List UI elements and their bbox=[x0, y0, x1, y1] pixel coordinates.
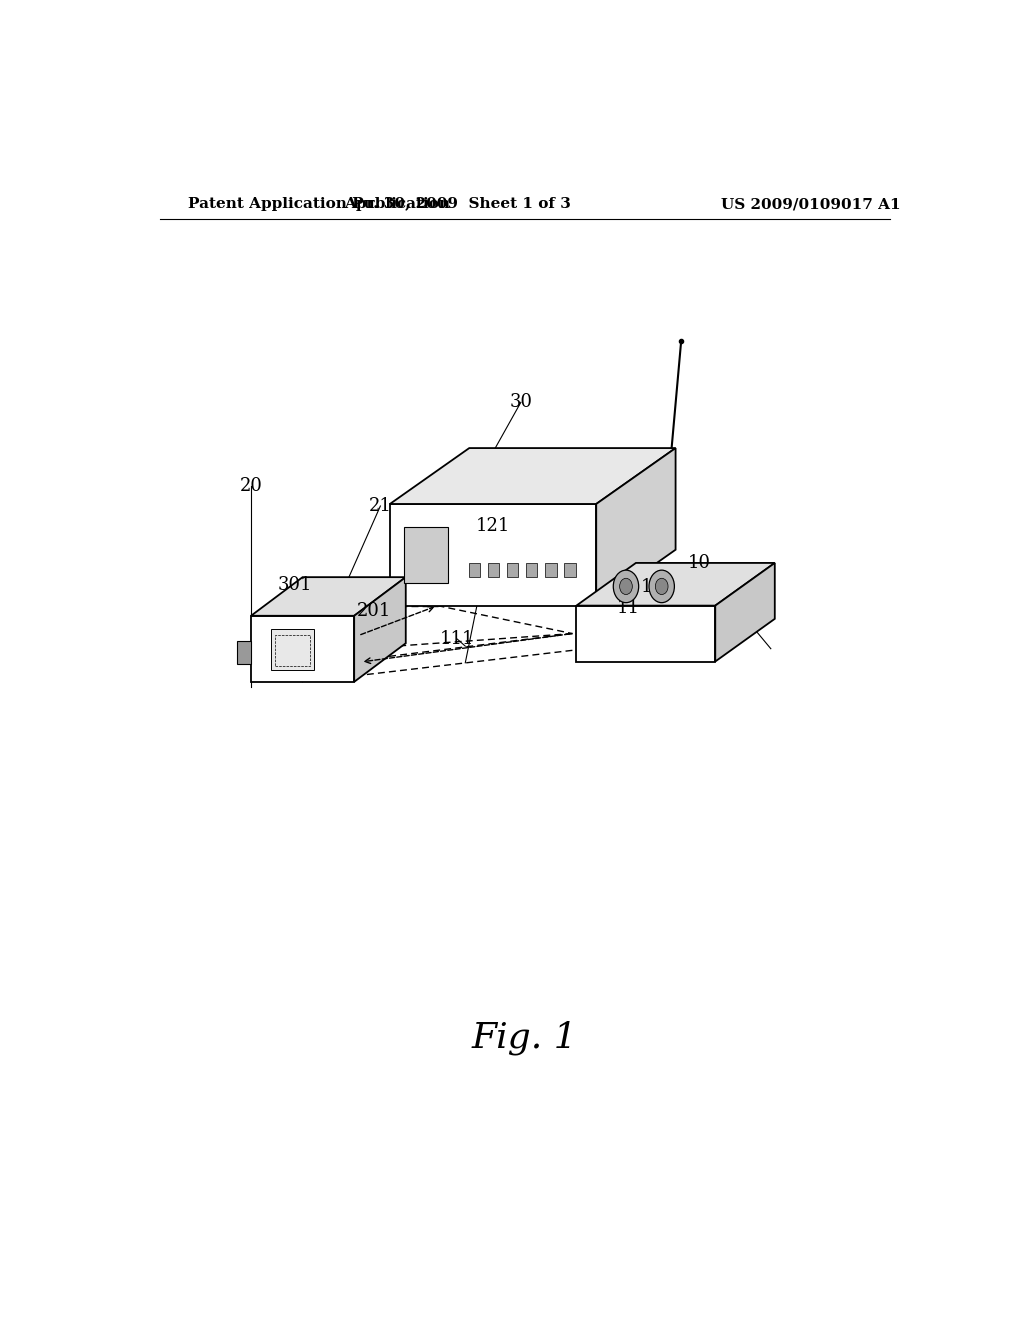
Polygon shape bbox=[390, 504, 596, 606]
Text: 30: 30 bbox=[509, 393, 532, 412]
Text: 121: 121 bbox=[476, 517, 510, 536]
Text: 201: 201 bbox=[356, 602, 391, 619]
Bar bbox=[564, 562, 575, 577]
Text: Apr. 30, 2009  Sheet 1 of 3: Apr. 30, 2009 Sheet 1 of 3 bbox=[344, 197, 570, 211]
Text: Patent Application Publication: Patent Application Publication bbox=[187, 197, 450, 211]
Circle shape bbox=[620, 578, 633, 594]
Text: 111: 111 bbox=[440, 630, 474, 648]
Polygon shape bbox=[251, 615, 354, 682]
Text: 301: 301 bbox=[278, 577, 312, 594]
Bar bbox=[526, 562, 538, 577]
Polygon shape bbox=[354, 577, 406, 682]
Text: 20: 20 bbox=[240, 477, 262, 495]
Polygon shape bbox=[577, 606, 715, 661]
Text: Fig. 1: Fig. 1 bbox=[472, 1020, 578, 1055]
Circle shape bbox=[649, 570, 675, 603]
Bar bbox=[488, 562, 500, 577]
Bar bbox=[469, 562, 480, 577]
Bar bbox=[270, 630, 314, 669]
Text: 21: 21 bbox=[369, 498, 392, 515]
Circle shape bbox=[655, 578, 668, 594]
Polygon shape bbox=[715, 562, 775, 661]
Polygon shape bbox=[251, 577, 406, 615]
Polygon shape bbox=[577, 562, 775, 606]
Bar bbox=[546, 562, 557, 577]
Text: 10: 10 bbox=[688, 554, 711, 572]
Polygon shape bbox=[596, 447, 676, 606]
Polygon shape bbox=[390, 447, 676, 504]
Bar bbox=[507, 562, 518, 577]
Text: 12: 12 bbox=[640, 578, 664, 597]
Circle shape bbox=[613, 570, 639, 603]
Bar bbox=[404, 528, 447, 583]
Bar bbox=[237, 642, 251, 664]
Text: 11: 11 bbox=[616, 599, 639, 616]
Bar bbox=[274, 635, 309, 665]
Text: US 2009/0109017 A1: US 2009/0109017 A1 bbox=[721, 197, 900, 211]
